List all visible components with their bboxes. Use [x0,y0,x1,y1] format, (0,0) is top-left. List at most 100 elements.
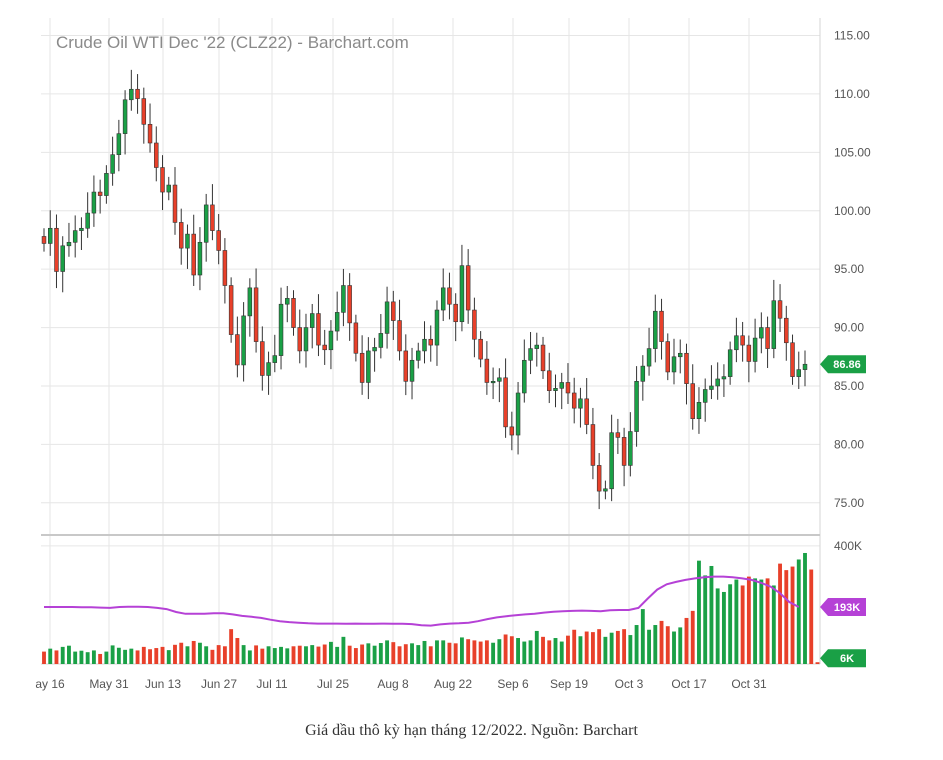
volume-bar [740,585,745,664]
candle-body [590,424,596,466]
volume-bar [647,629,651,664]
volume-bars [42,552,820,664]
candle-body [197,241,203,276]
candle-body [715,378,720,387]
volume-bar [578,636,583,664]
candle-body [540,344,546,372]
candle-body [191,233,196,276]
candle [160,155,165,211]
candle [104,165,109,204]
candle-body [228,285,234,335]
candle [166,176,171,201]
candle-body [634,381,639,432]
candle-body [497,377,502,382]
candle-body [434,309,440,346]
candle [777,284,783,333]
candle [359,335,365,395]
candle-body [628,431,633,466]
volume-bar [198,642,202,664]
volume-bar [260,648,265,664]
candle [534,332,540,367]
candle-body [740,335,745,346]
candle [522,339,527,403]
volume-bar [428,646,433,664]
candle-body [465,265,471,311]
date-axis-labels: ay 16 May 31 Jun 13 Jun 27 Jul 11 Jul 25 Aug 8… [35,677,767,691]
volume-bar [247,650,252,664]
candle-body [372,347,377,352]
volume-bar [179,642,184,664]
price-axis-labels: 115.00 110.00 105.00 100.00 95.00 90.00 85.00 8… [834,29,871,553]
candle-body [547,370,552,391]
volume-bar [803,552,807,664]
price-tick-label: 100.00 [834,204,871,218]
candle [116,119,122,172]
volume-bar [721,591,726,664]
volume-bar [628,635,633,664]
volume-bar [734,579,739,664]
volume-bar [422,640,427,664]
candle-body [771,300,777,349]
volume-bar [622,629,627,664]
candle [721,364,727,397]
volume-bar [67,645,71,664]
volume-bar [210,649,215,664]
candle [372,337,377,372]
candle-body [603,488,608,492]
candle-body [709,385,714,390]
candle [715,362,720,400]
volume-bar [547,640,552,664]
volume-bar [684,617,689,664]
volume-bar [272,648,277,664]
candle-body [285,298,290,305]
grid-lines [41,18,820,664]
candle [503,358,508,438]
candle [154,126,159,182]
volume-bar [516,638,520,664]
volume-bar [416,645,421,664]
date-tick-label: Jun 13 [145,677,181,691]
volume-bar [503,634,508,664]
candle [453,293,458,342]
volume-bar [572,629,577,664]
candle [578,387,583,428]
volume-bar [129,648,134,664]
candle [765,316,770,368]
volume-bar [403,644,408,664]
candle-body [54,227,59,272]
volume-bar [116,647,121,664]
candle [671,338,677,385]
candle [409,347,415,400]
current-volume-badge-text: 6K [840,653,854,665]
volume-bar [790,566,795,664]
volume-bar [497,639,502,664]
candle-body [328,330,334,351]
candle [653,294,658,363]
candle [609,414,614,502]
candle [347,273,352,341]
crude-oil-candlestick-chart: Crude Oil WTI Dec '22 (CLZ22) - Barchart… [35,18,871,691]
candle-body [678,352,683,358]
volume-bar [385,640,390,664]
candle-body [790,342,795,377]
volume-bar [166,650,171,664]
volume-bar [135,650,140,664]
volume-bar [410,643,414,664]
value-badges: 86.86 193K 6K [820,355,866,668]
volume-bar [310,645,315,664]
volume-bar [609,632,614,664]
volume-bar [528,640,533,664]
candle-body [578,398,583,409]
candle-body [41,236,47,244]
candle-body [509,426,515,436]
candle [185,224,190,269]
volume-bar [559,641,564,664]
candle [216,214,221,265]
candle [497,368,502,403]
candle-body [802,363,808,370]
candle [590,407,596,480]
candle-body [671,356,677,373]
candle [690,364,695,430]
candle [790,334,795,385]
candle-body [765,327,770,349]
